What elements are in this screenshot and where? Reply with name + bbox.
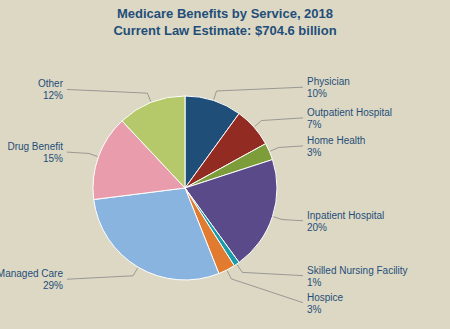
data-label: Managed Care29% [0,268,63,291]
leader-line [227,271,303,303]
category-label: Home Health [307,135,365,146]
leader-line [237,265,303,276]
subtitle: Current Law Estimate: $704.6 billion [113,23,336,38]
value-label: 3% [307,147,322,158]
category-label: Skilled Nursing Facility [307,265,408,276]
title: Medicare Benefits by Service, 2018 [117,6,333,21]
leader-line [273,217,303,221]
value-label: 10% [307,88,327,99]
category-label: Drug Benefit [7,141,63,152]
leader-line [255,118,303,127]
data-label: Inpatient Hospital20% [307,210,384,233]
value-label: 1% [307,277,322,288]
value-label: 7% [307,119,322,130]
category-label: Other [38,78,64,89]
value-label: 20% [307,222,327,233]
leader-line [67,89,151,101]
value-label: 12% [43,90,63,101]
data-label: Other12% [38,78,64,101]
data-label: Physician10% [307,76,350,99]
leader-line [67,268,138,279]
category-label: Inpatient Hospital [307,210,384,221]
data-label: Hospice3% [307,292,344,315]
data-label: Skilled Nursing Facility1% [307,265,408,288]
leader-line [270,146,303,151]
value-label: 29% [43,280,63,291]
data-label: Outpatient Hospital7% [307,107,392,130]
slice [94,188,219,280]
value-label: 3% [307,304,322,315]
chart: Medicare Benefits by Service, 2018 Curren… [0,0,450,329]
value-label: 15% [43,153,63,164]
labels: Physician10% Outpatient Hospital7% Home He… [0,76,408,314]
slices [93,96,277,280]
category-label: Outpatient Hospital [307,107,392,118]
category-label: Physician [307,76,350,87]
data-label: Drug Benefit15% [7,141,63,164]
leader-line [214,87,303,99]
leader-line [67,152,97,156]
category-label: Managed Care [0,268,63,279]
data-label: Home Health3% [307,135,365,158]
category-label: Hospice [307,292,344,303]
slice [122,96,185,188]
